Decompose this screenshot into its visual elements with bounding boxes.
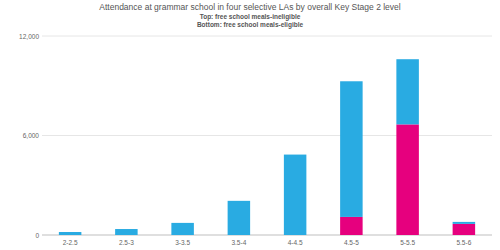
- grid-line: [42, 135, 492, 136]
- grid-line: [42, 235, 492, 236]
- x-tick-label: 2-2.5: [63, 239, 78, 246]
- bar: [396, 59, 419, 124]
- subtitle: Bottom: free school meals-eligible: [197, 21, 304, 29]
- bar: [59, 232, 82, 235]
- y-tick-label: 0: [35, 232, 39, 239]
- y-tick-label: 6,000: [23, 132, 40, 139]
- title: Attendance at grammar school in four sel…: [99, 2, 401, 12]
- bar: [453, 222, 476, 224]
- x-tick-label: 4.5-5: [344, 239, 359, 246]
- bar: [284, 155, 307, 235]
- x-tick-label: 5-5.5: [400, 239, 415, 246]
- bar: [453, 224, 476, 235]
- x-tick-label: 2.5-3: [119, 239, 134, 246]
- y-tick-label: 12,000: [19, 33, 39, 40]
- bar: [115, 229, 138, 235]
- bar: [396, 124, 419, 235]
- x-tick-label: 3-3.5: [175, 239, 190, 246]
- bar: [171, 223, 194, 235]
- bars: [59, 59, 475, 235]
- x-tick-label: 4-4.5: [288, 239, 303, 246]
- x-tick-label: 3.5-4: [231, 239, 246, 246]
- grid-line: [42, 36, 492, 37]
- bar: [340, 217, 363, 235]
- bar: [340, 81, 363, 217]
- x-tick-label: 5.5-6: [456, 239, 471, 246]
- chart: Attendance at grammar school in four sel…: [0, 0, 500, 250]
- bar: [228, 201, 251, 235]
